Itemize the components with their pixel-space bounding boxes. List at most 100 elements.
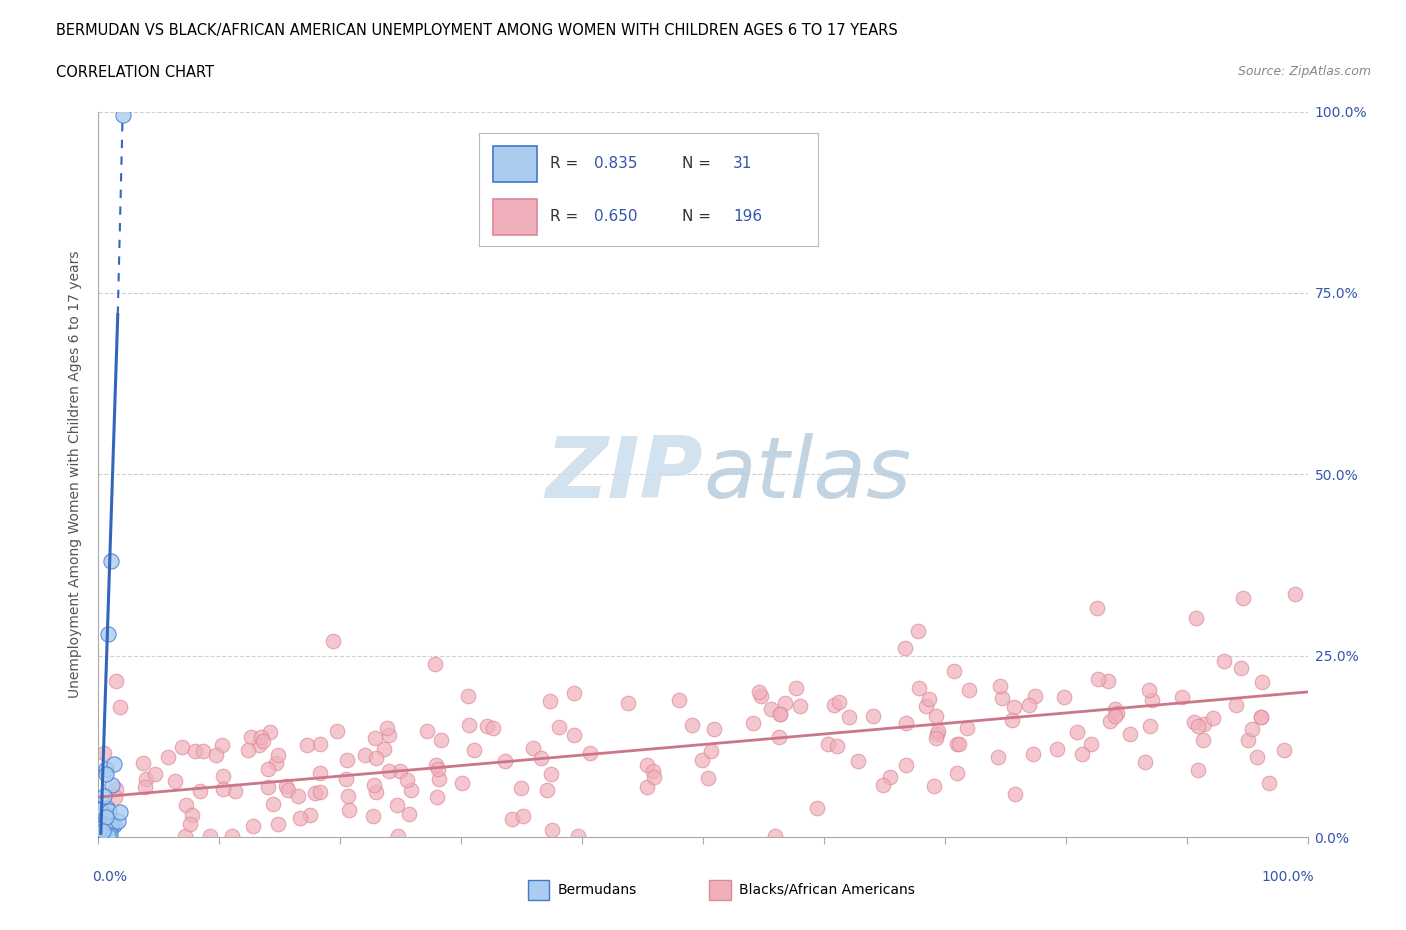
Point [1022, 746, 1045, 761]
Point [1097, 674, 1119, 689]
Text: CORRELATION CHART: CORRELATION CHART [56, 65, 214, 80]
Point [567, 828, 589, 843]
FancyBboxPatch shape [709, 880, 731, 900]
Point [578, 745, 600, 760]
Point [264, 755, 287, 770]
Point [335, 772, 357, 787]
Point [501, 812, 523, 827]
FancyBboxPatch shape [527, 880, 550, 900]
Point [789, 699, 811, 714]
Point [894, 758, 917, 773]
Point [948, 736, 970, 751]
Point [668, 692, 690, 707]
Point [1139, 719, 1161, 734]
Point [378, 764, 401, 778]
Point [450, 776, 472, 790]
Point [425, 757, 447, 772]
Point [385, 797, 408, 812]
Point [1133, 754, 1156, 769]
Point [174, 828, 197, 843]
Point [918, 691, 941, 706]
Point [103, 757, 125, 772]
Point [389, 764, 412, 778]
Point [98, 804, 121, 818]
Point [110, 699, 132, 714]
Point [427, 771, 450, 786]
Point [862, 709, 884, 724]
Point [211, 768, 233, 783]
Point [104, 790, 127, 804]
Point [93, 746, 115, 761]
Point [288, 811, 311, 826]
Point [430, 733, 453, 748]
Point [143, 767, 166, 782]
Point [879, 770, 901, 785]
Text: ZIP: ZIP [546, 432, 703, 516]
Point [104, 782, 127, 797]
Point [427, 762, 450, 777]
Point [277, 782, 299, 797]
Point [212, 781, 235, 796]
Point [1018, 698, 1040, 712]
Point [426, 790, 449, 804]
Point [540, 767, 562, 782]
Text: Blacks/African Americans: Blacks/African Americans [740, 883, 915, 897]
Point [89, 802, 111, 817]
Point [509, 780, 531, 795]
Point [93, 825, 115, 840]
Point [482, 721, 505, 736]
Point [1232, 591, 1254, 605]
Point [1250, 710, 1272, 724]
Point [110, 804, 132, 819]
Point [925, 709, 948, 724]
Point [364, 784, 387, 799]
Point [373, 742, 395, 757]
Point [89, 821, 111, 836]
Point [287, 789, 309, 804]
Point [817, 737, 839, 751]
Point [250, 730, 273, 745]
Point [872, 777, 894, 792]
Point [1229, 660, 1251, 675]
Point [741, 715, 763, 730]
Point [848, 754, 870, 769]
Point [990, 691, 1012, 706]
Point [135, 771, 157, 786]
Point [259, 724, 281, 739]
Point [98, 828, 121, 843]
Point [304, 785, 326, 800]
Point [749, 689, 772, 704]
Point [191, 743, 214, 758]
Point [398, 806, 420, 821]
Point [641, 764, 664, 778]
Point [1105, 705, 1128, 720]
Point [97, 819, 120, 834]
Point [188, 783, 211, 798]
Text: 100.0%: 100.0% [1261, 870, 1313, 884]
Point [1104, 702, 1126, 717]
Point [700, 744, 723, 759]
Y-axis label: Unemployment Among Women with Children Ages 6 to 17 years: Unemployment Among Women with Children A… [69, 250, 83, 698]
Point [336, 752, 359, 767]
Point [494, 753, 516, 768]
Point [775, 696, 797, 711]
Point [97, 627, 120, 642]
Point [131, 756, 153, 771]
Point [1250, 710, 1272, 724]
Point [1137, 683, 1160, 698]
Point [1071, 747, 1094, 762]
Point [363, 778, 385, 793]
Point [97, 817, 120, 831]
Point [1192, 733, 1215, 748]
Point [308, 785, 330, 800]
Point [1241, 722, 1264, 737]
Point [697, 770, 720, 785]
Point [1098, 714, 1121, 729]
Point [1066, 724, 1088, 739]
Point [927, 724, 949, 738]
Point [100, 817, 122, 832]
Point [1171, 690, 1194, 705]
Point [180, 808, 202, 823]
Point [690, 752, 713, 767]
Text: BERMUDAN VS BLACK/AFRICAN AMERICAN UNEMPLOYMENT AMONG WOMEN WITH CHILDREN AGES 6: BERMUDAN VS BLACK/AFRICAN AMERICAN UNEMP… [56, 23, 898, 38]
